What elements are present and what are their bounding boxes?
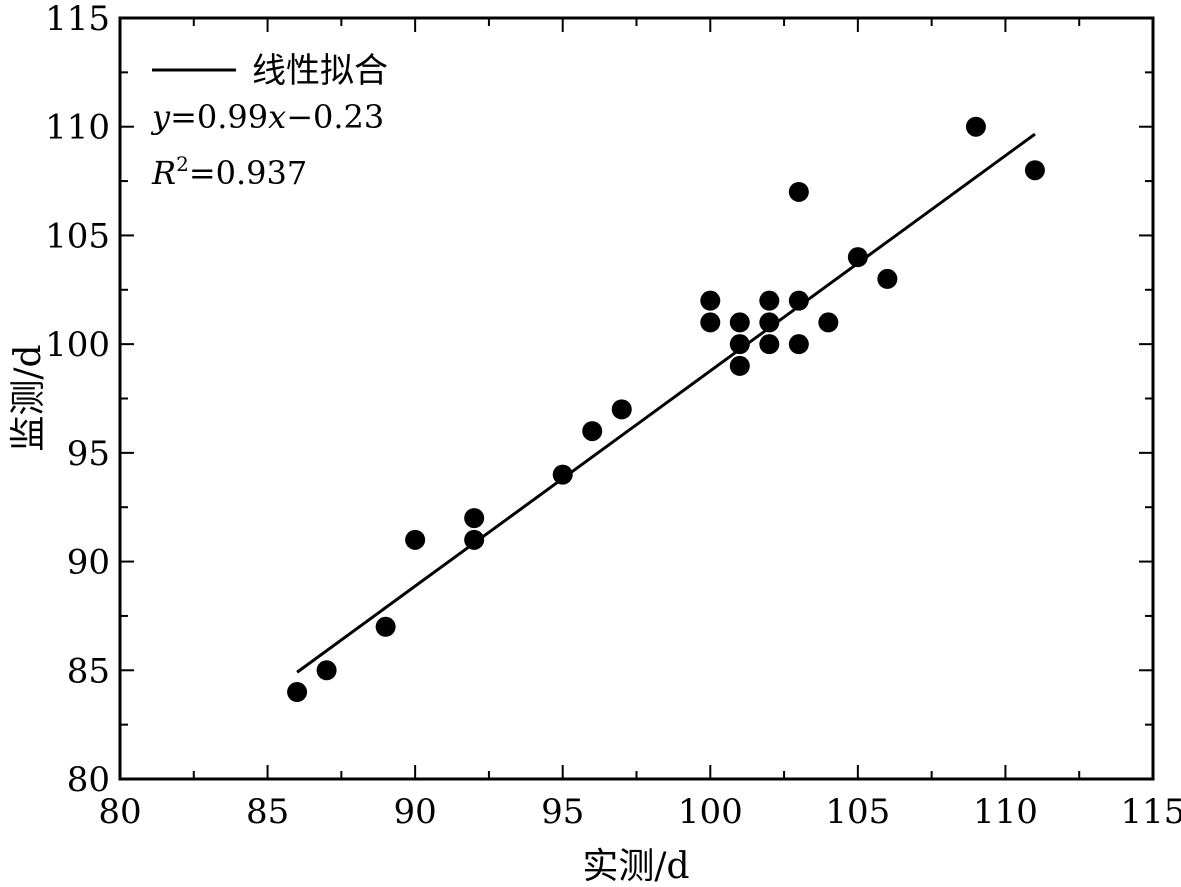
- x-tick-label: 95: [541, 792, 584, 832]
- data-point: [700, 290, 721, 311]
- data-point: [818, 312, 839, 333]
- y-axis-label: 监测/d: [8, 344, 49, 451]
- r-superscript: 2: [176, 152, 189, 176]
- legend-label: 线性拟合: [252, 51, 388, 91]
- equation-intercept: −0.23: [286, 98, 384, 136]
- data-points: [287, 116, 1045, 703]
- x-tick-label: 100: [678, 792, 743, 832]
- data-point: [759, 312, 780, 333]
- x-tick-label: 115: [1121, 792, 1181, 832]
- data-point: [788, 181, 809, 202]
- data-point: [464, 508, 485, 529]
- r-symbol: R: [151, 154, 176, 192]
- data-point: [316, 660, 337, 681]
- data-point: [611, 399, 632, 420]
- y-tick-label: 115: [45, 0, 110, 39]
- data-point: [965, 116, 986, 137]
- y-tick-label: 100: [45, 325, 110, 365]
- x-tick-label: 105: [825, 792, 890, 832]
- linear-fit-line: [296, 132, 1036, 674]
- tick-labels: 80 85 90 95 100 105 110 115 80 85 90 95 100 105 110 115: [45, 0, 1181, 832]
- data-point: [552, 464, 573, 485]
- data-point: [700, 312, 721, 333]
- data-point: [729, 355, 750, 376]
- data-point: [759, 334, 780, 355]
- data-point: [375, 616, 396, 637]
- x-tick-label: 80: [98, 792, 141, 832]
- data-point: [759, 290, 780, 311]
- x-tick-label: 110: [973, 792, 1038, 832]
- data-point: [405, 529, 426, 550]
- y-tick-label: 85: [67, 651, 110, 691]
- data-point: [847, 247, 868, 268]
- y-tick-label: 95: [67, 434, 110, 474]
- y-tick-label: 90: [67, 543, 110, 583]
- data-point: [788, 334, 809, 355]
- data-point: [287, 682, 308, 703]
- data-point: [464, 529, 485, 550]
- r-squared: R2=0.937: [151, 152, 307, 192]
- x-axis-label: 实测/d: [582, 846, 689, 887]
- data-point: [1024, 160, 1045, 181]
- equation-coef: =0.99: [170, 98, 268, 136]
- legend: 线性拟合: [152, 51, 388, 91]
- x-tick-label: 85: [246, 792, 289, 832]
- fit-line-group: [296, 132, 1036, 674]
- y-tick-label: 80: [67, 760, 110, 800]
- y-tick-label: 110: [45, 108, 110, 148]
- fit-equation: y=0.99x−0.23: [150, 98, 384, 136]
- equation-y: y: [150, 98, 171, 136]
- axis-ticks: [119, 17, 1154, 780]
- data-point: [582, 421, 603, 442]
- x-tick-label: 90: [394, 792, 437, 832]
- data-point: [877, 268, 898, 289]
- equation-x: x: [268, 98, 286, 136]
- data-point: [729, 312, 750, 333]
- y-tick-label: 105: [45, 216, 110, 256]
- r-value: =0.937: [189, 154, 307, 192]
- data-point: [788, 290, 809, 311]
- data-point: [729, 334, 750, 355]
